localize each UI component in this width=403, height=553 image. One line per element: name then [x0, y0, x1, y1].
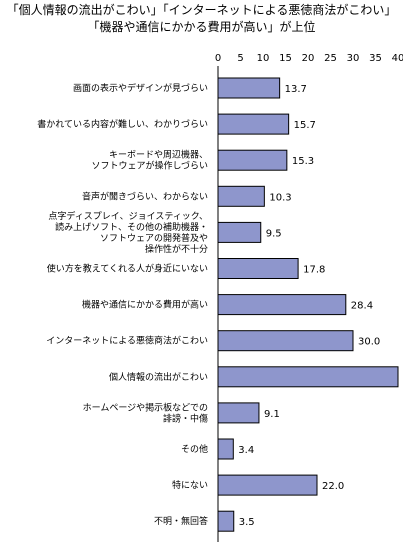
category-label: インターネットによる悪徳商法がこわい	[46, 335, 208, 347]
bar	[217, 474, 318, 496]
category-label: 書かれている内容が難しい、わかりづらい	[37, 118, 208, 130]
category-label: 特にない	[172, 479, 208, 491]
value-label: 3.5	[239, 517, 255, 528]
x-tick-label: 35	[369, 53, 382, 64]
x-tick-label: 15	[279, 53, 292, 64]
value-label: 22.0	[322, 481, 344, 492]
bar	[217, 294, 347, 316]
value-label: 15.3	[292, 156, 314, 167]
category-label: 読み上げソフト、その他の補助機器・	[55, 221, 208, 233]
bar	[217, 113, 290, 135]
category-label: その他	[181, 443, 208, 455]
value-label: 15.7	[294, 120, 316, 131]
bar	[217, 366, 399, 388]
category-label: キーボードや周辺機器、	[109, 149, 208, 161]
bar-layer	[217, 77, 399, 532]
value-label: 13.7	[285, 84, 307, 95]
x-tick-label: 30	[347, 53, 360, 64]
bar	[217, 149, 288, 171]
category-label: ホームページや掲示板などでの	[83, 401, 208, 413]
bar	[217, 221, 262, 243]
category-label: 画面の表示やデザインが見づらい	[73, 82, 208, 94]
category-label: 操作性が不十分	[145, 243, 208, 255]
chart-title-line-2: 「機器や通信にかかる費用が高い」が上位	[87, 20, 316, 34]
x-tick-label: 5	[237, 53, 243, 64]
category-label: 音声が聞きづらい、わからない	[82, 190, 208, 202]
label-layer: 13.7 画面の表示やデザインが見づらい 15.7 書かれている内容が難しい、わかりづ…	[37, 82, 380, 528]
value-label: 9.1	[264, 409, 280, 420]
x-tick-label: 10	[257, 53, 270, 64]
x-tick-label: 20	[302, 53, 315, 64]
category-label: 不明・無回答	[154, 515, 208, 527]
x-tick-label: 40	[392, 53, 403, 64]
bar	[217, 438, 234, 460]
value-label: 3.4	[238, 445, 254, 456]
chart-title-line-1: 「個人情報の流出がこわい」「インターネットによる悪徳商法がこわい」	[6, 3, 397, 17]
category-label: 誹謗・中傷	[163, 412, 208, 424]
category-label: ソフトウェアが操作しづらい	[92, 160, 208, 172]
bar	[217, 330, 354, 352]
value-label: 17.8	[303, 265, 325, 276]
value-label: 9.5	[266, 228, 282, 239]
bar	[217, 258, 299, 279]
category-label: 点字ディスプレイ、ジョイスティック、	[48, 210, 208, 222]
category-label: 機器や通信にかかる費用が高い	[82, 299, 208, 311]
x-tick-label: 0	[215, 53, 221, 64]
x-tick-label: 25	[324, 53, 337, 64]
value-label: 10.3	[269, 192, 291, 203]
bar	[217, 77, 281, 99]
value-label: 28.4	[351, 301, 373, 312]
bar	[217, 510, 235, 532]
category-label: 使い方を教えてくれる人が身近にいない	[47, 263, 208, 275]
category-label: ソフトウェアの開発普及や	[100, 232, 208, 244]
bar	[217, 402, 260, 424]
category-label: 個人情報の流出がこわい	[109, 371, 208, 383]
value-label: 30.0	[358, 337, 380, 348]
bar	[217, 185, 265, 207]
